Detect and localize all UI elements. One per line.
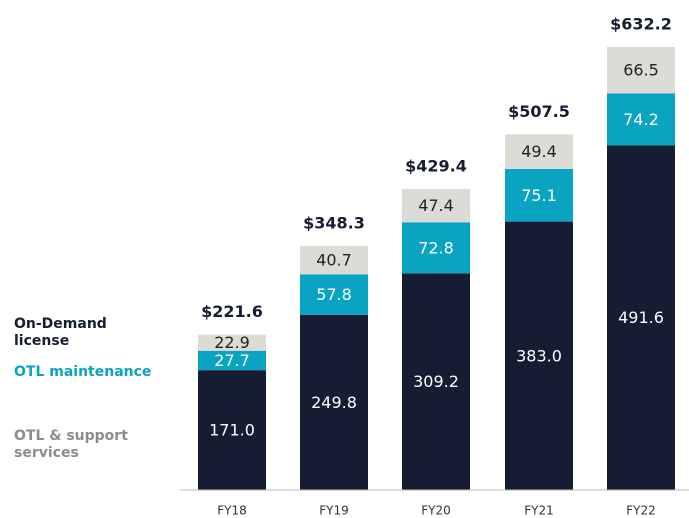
total-label: $348.3 [303, 213, 365, 232]
bar-segment [402, 273, 470, 490]
total-label: $429.4 [405, 157, 467, 176]
x-tick-label: FY19 [319, 504, 349, 518]
bar-segment [402, 189, 470, 223]
bar-segment [607, 93, 675, 146]
legend-label: OTL & support services [14, 428, 128, 461]
bar-segment [505, 168, 573, 222]
value-label: 27.7 [214, 351, 250, 370]
bar-segment [300, 245, 368, 275]
value-label: 47.4 [418, 196, 454, 215]
bar-segment [198, 350, 266, 371]
value-label: 383.0 [516, 346, 562, 365]
total-label: $507.5 [508, 102, 570, 121]
total-label: $221.6 [201, 302, 263, 321]
legend-label: On-Demand license [14, 316, 107, 349]
value-label: 22.9 [214, 333, 250, 352]
value-label: 171.0 [209, 421, 255, 440]
bar-segment [300, 274, 368, 315]
legend-label: OTL maintenance [14, 364, 152, 380]
x-tick-label: FY20 [421, 504, 451, 518]
x-tick-label: FY18 [217, 504, 247, 518]
value-label: 74.2 [623, 110, 659, 129]
value-label: 57.8 [316, 285, 352, 304]
bar-segment [607, 145, 675, 490]
bar-segment [198, 370, 266, 490]
value-label: 309.2 [413, 372, 459, 391]
value-label: 249.8 [311, 393, 357, 412]
bar-segment [300, 314, 368, 490]
bar-segment [198, 334, 266, 351]
bar-segment [505, 134, 573, 169]
bar-segment [402, 222, 470, 274]
value-label: 72.8 [418, 238, 454, 257]
value-label: 75.1 [521, 186, 557, 205]
value-label: 49.4 [521, 142, 557, 161]
bar-segment [607, 46, 675, 94]
x-tick-label: FY22 [626, 504, 656, 518]
value-label: 491.6 [618, 308, 664, 327]
value-label: 40.7 [316, 251, 352, 270]
x-tick-label: FY21 [524, 504, 554, 518]
total-label: $632.2 [610, 14, 672, 33]
value-label: 66.5 [623, 61, 659, 80]
bar-segment [505, 221, 573, 491]
